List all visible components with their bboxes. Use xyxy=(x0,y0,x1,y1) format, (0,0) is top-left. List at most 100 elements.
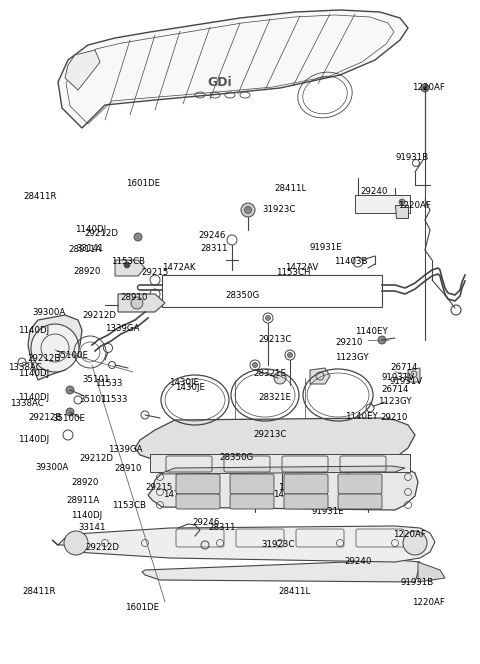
Text: 28411L: 28411L xyxy=(278,588,310,596)
Text: 1153CH: 1153CH xyxy=(278,483,312,493)
Circle shape xyxy=(423,86,427,90)
Text: 28411L: 28411L xyxy=(275,184,307,193)
Text: 1472AV: 1472AV xyxy=(273,490,306,499)
Polygon shape xyxy=(118,294,165,312)
FancyBboxPatch shape xyxy=(230,474,274,494)
Text: 39300A: 39300A xyxy=(35,463,68,473)
FancyBboxPatch shape xyxy=(230,494,274,509)
Circle shape xyxy=(66,408,74,416)
Text: 1140DJ: 1140DJ xyxy=(18,394,49,402)
Circle shape xyxy=(134,233,142,241)
Polygon shape xyxy=(65,50,100,90)
Polygon shape xyxy=(52,526,435,562)
Text: 29212B: 29212B xyxy=(28,414,61,422)
FancyBboxPatch shape xyxy=(176,494,220,509)
Text: 91931V: 91931V xyxy=(390,378,423,386)
Polygon shape xyxy=(148,466,418,510)
Circle shape xyxy=(378,336,386,344)
Text: 26714: 26714 xyxy=(390,363,418,373)
Text: 29210: 29210 xyxy=(380,414,408,422)
Text: 31923C: 31923C xyxy=(262,540,295,549)
FancyBboxPatch shape xyxy=(338,494,382,509)
Text: 29212D: 29212D xyxy=(84,229,118,238)
Text: 28311: 28311 xyxy=(208,523,236,533)
Circle shape xyxy=(403,531,427,555)
Text: 28411R: 28411R xyxy=(22,588,56,596)
Circle shape xyxy=(288,353,292,357)
Text: 29240: 29240 xyxy=(360,187,387,197)
Text: 28350G: 28350G xyxy=(225,291,259,299)
Text: 1220AF: 1220AF xyxy=(393,530,425,539)
Text: 33141: 33141 xyxy=(77,244,104,253)
Text: 26714: 26714 xyxy=(382,384,409,394)
FancyBboxPatch shape xyxy=(284,474,328,494)
Text: 1140DJ: 1140DJ xyxy=(71,511,102,521)
Text: 1153CB: 1153CB xyxy=(112,501,146,511)
Text: 11533: 11533 xyxy=(100,396,128,404)
Text: GDi: GDi xyxy=(208,76,232,88)
Circle shape xyxy=(280,464,284,468)
Text: 35101: 35101 xyxy=(82,376,109,384)
Text: 39300A: 39300A xyxy=(33,307,66,317)
Text: 33141: 33141 xyxy=(78,523,106,533)
Bar xyxy=(162,275,382,307)
Text: 28910: 28910 xyxy=(114,464,142,473)
Circle shape xyxy=(252,363,257,367)
Polygon shape xyxy=(310,368,330,384)
Text: 1140DJ: 1140DJ xyxy=(18,326,49,335)
Text: 28321E: 28321E xyxy=(258,394,291,402)
Text: 1601DE: 1601DE xyxy=(126,179,160,189)
Circle shape xyxy=(274,372,286,384)
Circle shape xyxy=(421,84,429,92)
Circle shape xyxy=(241,203,255,217)
Text: 35101: 35101 xyxy=(79,395,107,404)
Text: 91931B: 91931B xyxy=(395,153,428,161)
Polygon shape xyxy=(408,368,420,382)
Polygon shape xyxy=(115,260,145,276)
Text: 1123GY: 1123GY xyxy=(335,353,369,362)
Circle shape xyxy=(124,262,130,268)
Circle shape xyxy=(346,464,350,468)
Text: 91931E: 91931E xyxy=(310,244,343,252)
Text: 29212D: 29212D xyxy=(79,454,113,463)
Text: 11403B: 11403B xyxy=(338,501,372,511)
Text: 28910: 28910 xyxy=(120,293,147,303)
Text: 11403B: 11403B xyxy=(334,257,367,266)
Circle shape xyxy=(244,207,252,214)
FancyBboxPatch shape xyxy=(176,474,220,494)
Text: 1472AK: 1472AK xyxy=(162,264,195,272)
Text: 28911A: 28911A xyxy=(68,246,101,254)
Bar xyxy=(355,195,410,213)
Text: 29215: 29215 xyxy=(145,483,172,493)
Text: 31923C: 31923C xyxy=(262,205,295,214)
Text: 1140DJ: 1140DJ xyxy=(18,369,49,378)
Text: 1338AC: 1338AC xyxy=(8,363,42,373)
Text: 28411R: 28411R xyxy=(23,192,57,201)
FancyBboxPatch shape xyxy=(338,474,382,494)
Text: 1338AC: 1338AC xyxy=(10,399,43,408)
Text: 1153CH: 1153CH xyxy=(276,268,311,277)
Text: 28321E: 28321E xyxy=(253,369,287,378)
Polygon shape xyxy=(395,205,408,218)
Circle shape xyxy=(265,315,271,321)
FancyBboxPatch shape xyxy=(284,494,328,509)
Text: 29213C: 29213C xyxy=(258,335,291,345)
Circle shape xyxy=(64,531,88,555)
Text: 1601DE: 1601DE xyxy=(125,604,159,612)
Text: 1472AK: 1472AK xyxy=(163,490,197,499)
Polygon shape xyxy=(28,315,82,380)
Text: 29246: 29246 xyxy=(198,230,226,240)
Polygon shape xyxy=(58,10,408,128)
Circle shape xyxy=(366,486,370,490)
Text: 1140DJ: 1140DJ xyxy=(18,436,49,444)
Text: 29210: 29210 xyxy=(335,338,362,347)
Text: 1140EY: 1140EY xyxy=(355,327,388,337)
Text: 1140DJ: 1140DJ xyxy=(75,226,106,234)
Text: 1220AF: 1220AF xyxy=(412,598,444,607)
Polygon shape xyxy=(162,466,405,474)
Text: 91931B: 91931B xyxy=(401,578,434,588)
Text: 1339GA: 1339GA xyxy=(108,446,143,454)
Text: 1153CB: 1153CB xyxy=(111,257,145,266)
Text: 29246: 29246 xyxy=(192,518,219,527)
Text: 28311: 28311 xyxy=(201,244,228,253)
